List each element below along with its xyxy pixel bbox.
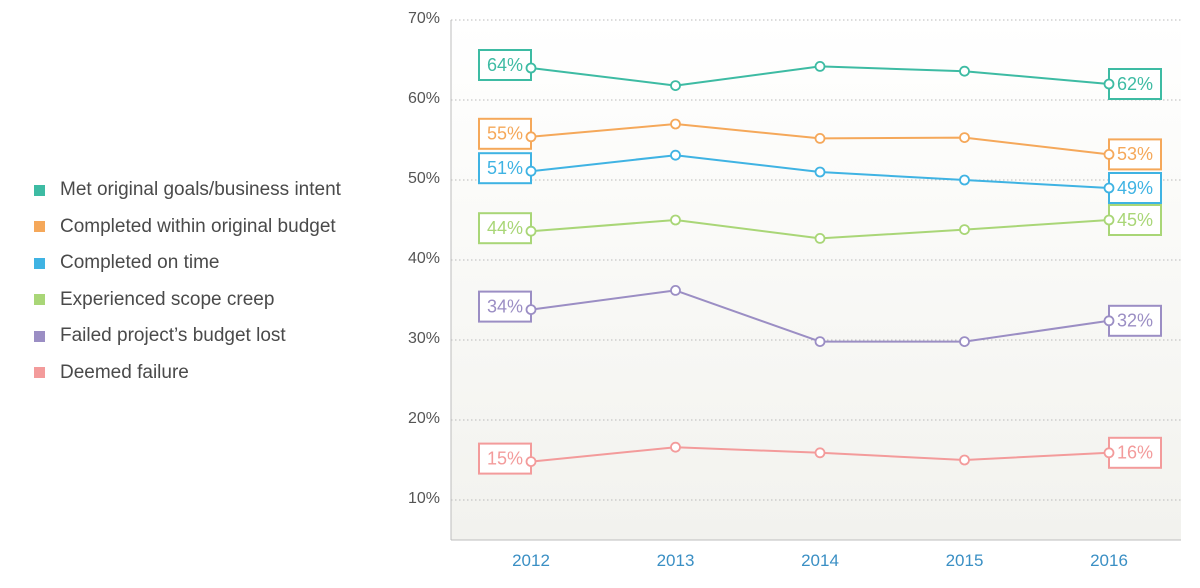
legend-swatch (34, 367, 45, 379)
data-point (670, 149, 681, 161)
legend-item: Completed on time (34, 245, 341, 282)
legend-swatch (34, 330, 45, 342)
data-point (1103, 214, 1115, 226)
legend-item: Experienced scope creep (34, 282, 341, 319)
data-label-box (478, 117, 532, 150)
data-labels-group: 64% 62% 55% 53% 51% 49% 44% 45% 34% 32% 15% 16% (478, 49, 1162, 475)
data-point (670, 80, 681, 91)
data-label: 62% (1117, 74, 1153, 94)
legend-label: Failed project’s budget lost (60, 325, 286, 347)
data-point (525, 456, 537, 468)
data-label-box (478, 290, 532, 323)
x-tick-label: 2014 (801, 551, 839, 570)
data-label-box (1108, 304, 1162, 337)
data-point (1103, 182, 1115, 194)
data-point (525, 62, 537, 74)
data-label: 15% (487, 448, 523, 468)
legend-label: Deemed failure (60, 361, 189, 383)
data-label-box (1108, 204, 1162, 236)
data-point (525, 131, 537, 143)
x-tick-label: 2016 (1090, 551, 1128, 570)
data-label: 49% (1117, 178, 1153, 198)
data-point (670, 284, 681, 296)
data-label: 64% (487, 55, 523, 75)
data-point (1103, 78, 1115, 90)
data-point (814, 166, 826, 178)
x-axis-ticks: 2012 2013 2014 2015 2016 (512, 551, 1128, 570)
data-point (814, 232, 826, 244)
legend-label: Experienced scope creep (60, 288, 275, 310)
plot-background (451, 20, 1181, 540)
y-tick-label: 70% (408, 10, 440, 27)
data-point (670, 214, 681, 226)
legend-label: Completed on time (60, 252, 220, 274)
data-point (814, 447, 826, 459)
data-label: 44% (487, 218, 523, 238)
data-label: 45% (1117, 210, 1153, 230)
chart-legend: Met original goals/business intent Comple… (34, 172, 341, 391)
data-point (670, 118, 681, 130)
data-point (959, 132, 970, 144)
data-label: 16% (1117, 443, 1153, 463)
x-tick-label: 2015 (946, 551, 984, 570)
legend-label: Met original goals/business intent (60, 179, 341, 201)
y-tick-label: 40% (408, 250, 440, 267)
data-point (959, 224, 970, 236)
data-label-box (1108, 138, 1162, 171)
legend-item: Failed project’s budget lost (34, 318, 341, 355)
data-point (814, 132, 826, 144)
y-tick-label: 60% (408, 90, 440, 107)
data-point (959, 174, 970, 186)
legend-label: Completed within original budget (60, 215, 336, 237)
data-label-box (478, 49, 532, 81)
data-point (959, 65, 970, 77)
data-point (1103, 315, 1115, 327)
data-point (525, 165, 537, 177)
data-point (1103, 447, 1115, 459)
data-label-box (1108, 68, 1162, 100)
data-label: 53% (1117, 144, 1153, 164)
x-tick-label: 2012 (512, 551, 550, 570)
data-label-box (1108, 436, 1162, 469)
y-tick-label: 20% (408, 410, 440, 427)
data-point (670, 441, 681, 453)
data-point (814, 336, 826, 348)
data-label-box (1108, 172, 1162, 204)
x-tick-label: 2013 (657, 551, 695, 570)
data-point (959, 336, 970, 348)
y-axis-ticks: 10% 20% 30% 40% 50% 60% 70% (408, 10, 440, 507)
legend-item: Completed within original budget (34, 209, 341, 246)
legend-item: Met original goals/business intent (34, 172, 341, 209)
legend-swatch (34, 294, 45, 306)
data-point (525, 225, 537, 237)
data-point (814, 61, 826, 72)
data-label: 55% (487, 124, 523, 144)
y-tick-label: 30% (408, 330, 440, 347)
data-label: 34% (487, 296, 523, 316)
legend-swatch (34, 257, 45, 269)
data-label: 32% (1117, 311, 1153, 331)
data-point (525, 304, 537, 316)
legend-swatch (34, 184, 45, 196)
data-label: 51% (487, 158, 523, 178)
y-tick-label: 10% (408, 490, 440, 507)
data-point (959, 454, 970, 466)
legend-item: Deemed failure (34, 355, 341, 392)
y-tick-label: 50% (408, 170, 440, 187)
data-point (1103, 148, 1115, 160)
legend-swatch (34, 221, 45, 233)
